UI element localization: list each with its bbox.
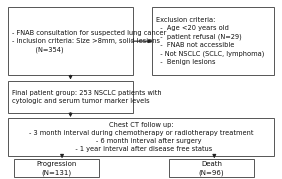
Text: - FNAB consultation for suspected lung cancer
- inclusion criteria: Size >8mm, s: - FNAB consultation for suspected lung c… [12,30,166,53]
Text: Death
(N=96): Death (N=96) [199,161,224,176]
FancyBboxPatch shape [8,81,133,113]
Text: Exclusion criteria:
  -  Age <20 years old
  -  patient refusal (N=29)
  -  FNAB: Exclusion criteria: - Age <20 years old … [156,17,264,65]
FancyBboxPatch shape [169,159,254,177]
Text: Progression
(N=131): Progression (N=131) [36,161,77,176]
FancyBboxPatch shape [152,7,274,75]
FancyBboxPatch shape [8,7,133,75]
Text: Final patient group: 253 NSCLC patients with
cytologic and serum tumor marker le: Final patient group: 253 NSCLC patients … [12,90,162,104]
Text: Chest CT follow up:
- 3 month interval during chemotherapy or radiotherapy treat: Chest CT follow up: - 3 month interval d… [29,122,253,152]
FancyBboxPatch shape [8,118,274,156]
FancyBboxPatch shape [14,159,99,177]
